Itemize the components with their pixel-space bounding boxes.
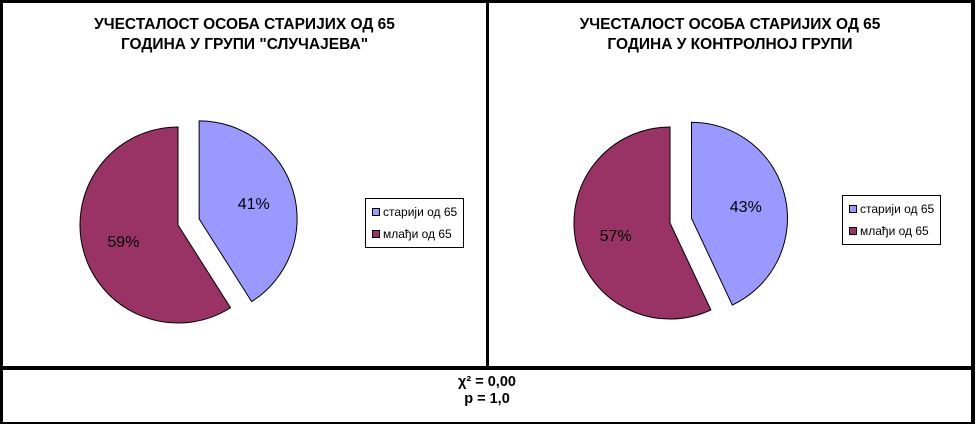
chart-title-line1: УЧЕСТАЛОСТ ОСОБА СТАРИЈИХ ОД 65 — [94, 16, 395, 33]
chart-panel-cases: УЧЕСТАЛОСТ ОСОБА СТАРИЈИХ ОД 65 ГОДИНА У… — [3, 3, 486, 366]
pie-chart-control: 43% 57% — [573, 121, 788, 320]
data-label-younger: 59% — [107, 234, 139, 251]
legend-swatch-younger — [849, 227, 857, 235]
legend-label-older: старији од 65 — [860, 202, 935, 216]
legend-swatch-older — [372, 208, 380, 216]
legend: старији од 65 млађи од 65 — [365, 198, 465, 248]
legend-label-younger: млађи од 65 — [860, 224, 929, 238]
legend-item-younger: млађи од 65 — [372, 223, 457, 245]
data-label-older: 43% — [730, 199, 762, 216]
legend-item-younger: млађи од 65 — [849, 220, 934, 242]
chart-title-line1: УЧЕСТАЛОСТ ОСОБА СТАРИЈИХ ОД 65 — [579, 16, 881, 33]
chart-title-line2: ГОДИНА У ГРУПИ "СЛУЧАЈЕВА" — [120, 36, 369, 53]
legend-label-younger: млађи од 65 — [383, 227, 452, 241]
legend-swatch-younger — [372, 230, 380, 238]
pie-slice-older — [690, 121, 788, 306]
chart-title: УЧЕСТАЛОСТ ОСОБА СТАРИЈИХ ОД 65 ГОДИНА У… — [3, 15, 486, 55]
legend: старији од 65 млађи од 65 — [842, 195, 942, 245]
chi-square-value: χ² = 0,00 — [458, 374, 516, 390]
data-label-older: 41% — [238, 196, 270, 213]
pie-slice-older — [198, 120, 298, 303]
chart-title-line2: ГОДИНА У КОНТРОЛНОЈ ГРУПИ — [607, 36, 853, 53]
chart-title: УЧЕСТАЛОСТ ОСОБА СТАРИЈИХ ОД 65 ГОДИНА У… — [489, 15, 971, 55]
statistics-footer: χ² = 0,00 p = 1,0 — [3, 370, 971, 422]
pie-slice-younger — [79, 126, 232, 324]
pie-slice-younger — [573, 126, 712, 320]
legend-item-older: старији од 65 — [849, 198, 934, 220]
legend-item-older: старији од 65 — [372, 201, 457, 223]
legend-label-older: старији од 65 — [383, 205, 458, 219]
chart-panel-control: УЧЕСТАЛОСТ ОСОБА СТАРИЈИХ ОД 65 ГОДИНА У… — [489, 3, 971, 366]
pie-chart-cases: 41% 59% — [79, 120, 298, 324]
p-value: p = 1,0 — [464, 391, 510, 407]
legend-swatch-older — [849, 205, 857, 213]
data-label-younger: 57% — [600, 228, 632, 245]
